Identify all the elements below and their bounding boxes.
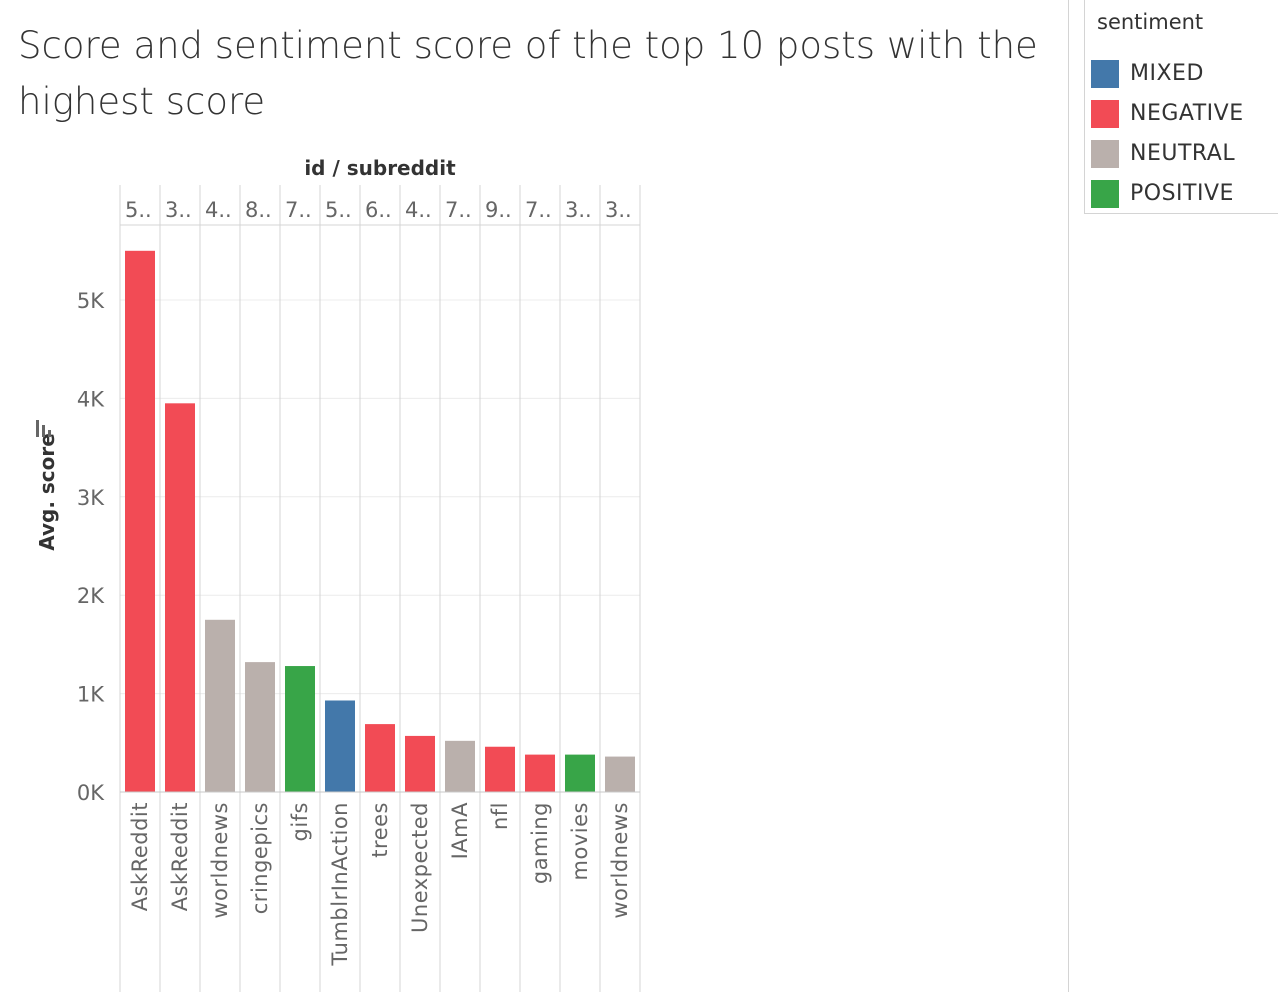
legend-label-negative: NEGATIVE [1130,101,1244,126]
bar[interactable] [245,662,275,792]
id-header-label: 3.. [605,198,632,222]
legend-swatch-negative [1091,100,1119,128]
id-header-label: 4.. [405,198,432,222]
id-header-label: 7.. [525,198,552,222]
legend-item-negative[interactable]: NEGATIVE [1091,100,1276,128]
y-tick-label: 2K [77,584,105,608]
legend-swatch-neutral [1091,140,1119,168]
bar[interactable] [445,740,475,792]
x-category-label: movies [568,802,592,880]
x-category-label: AskReddit [168,802,192,911]
id-header-label: 6.. [365,198,392,222]
x-category-label: trees [368,802,392,858]
legend-swatch-mixed [1091,60,1119,88]
bar[interactable] [565,754,595,792]
id-header-label: 5.. [325,198,352,222]
id-header-label: 3.. [165,198,192,222]
bar[interactable] [365,724,395,792]
id-header-label: 4.. [205,198,232,222]
x-category-label: cringepics [248,802,272,914]
legend-label-positive: POSITIVE [1130,181,1234,206]
legend-swatch-positive [1091,180,1119,208]
bar[interactable] [405,735,435,792]
bar[interactable] [125,250,155,793]
y-tick-label: 3K [77,486,105,510]
legend-label-mixed: MIXED [1130,61,1204,86]
bar[interactable] [325,700,355,792]
y-tick-label: 1K [77,683,105,707]
column-header-label: id / subreddit [304,156,456,180]
x-category-label: worldnews [608,802,632,919]
legend-label-neutral: NEUTRAL [1130,141,1236,166]
x-category-label: gaming [528,802,552,884]
bar-chart: id / subreddit 0K 1K 2K 3K 4K 5K Avg. score 5.. 3… [35,156,641,992]
x-category-label: Unexpected [408,802,432,933]
id-header-label: 9.. [485,198,512,222]
bar[interactable] [205,619,235,792]
id-header-label: 8.. [245,198,272,222]
legend-item-mixed[interactable]: MIXED [1091,60,1276,88]
x-category-label: TumblrInAction [328,802,352,966]
y-axis-title: Avg. score [35,433,59,551]
bar[interactable] [525,754,555,792]
sort-descending-icon [36,420,51,437]
y-tick-label: 0K [77,781,105,805]
x-category-label: worldnews [208,802,232,919]
bar[interactable] [165,403,195,792]
legend-item-neutral[interactable]: NEUTRAL [1091,140,1276,168]
bar[interactable] [485,746,515,792]
x-category-label: nfl [488,802,512,830]
legend-title: sentiment [1097,10,1204,34]
x-category-label: IAmA [448,802,472,860]
chart-title: Score and sentiment score of the top 10 … [18,24,1038,123]
sentiment-legend[interactable]: sentiment MIXED NEGATIVE NEUTRAL POSITIV… [1084,0,1278,214]
id-header-label: 5.. [125,198,152,222]
id-header-label: 3.. [565,198,592,222]
bar[interactable] [605,756,635,792]
id-header-label: 7.. [285,198,312,222]
y-tick-label: 5K [77,289,105,313]
x-category-label: AskReddit [128,802,152,911]
bar[interactable] [285,666,315,792]
y-tick-label: 4K [77,387,105,411]
legend-item-positive[interactable]: POSITIVE [1091,180,1276,208]
x-category-label: gifs [288,802,312,842]
id-header-label: 7.. [445,198,472,222]
